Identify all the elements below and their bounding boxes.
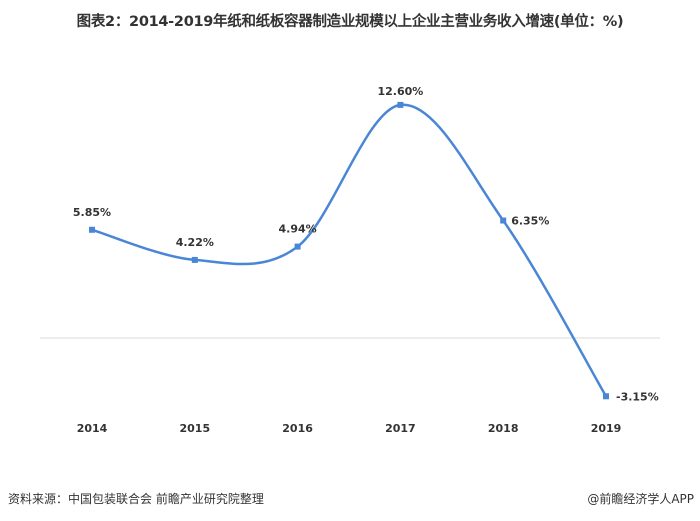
data-point xyxy=(397,101,404,108)
data-label: 12.60% xyxy=(377,85,423,98)
credit-note: @前瞻经济学人APP xyxy=(587,492,694,506)
data-label: 4.94% xyxy=(279,223,317,236)
x-tick-label: 2018 xyxy=(488,422,519,435)
data-label: 6.35% xyxy=(511,215,549,228)
x-tick-label: 2015 xyxy=(179,422,210,435)
data-point xyxy=(89,226,95,233)
data-point xyxy=(500,217,507,224)
data-label: 4.22% xyxy=(176,236,214,249)
data-point xyxy=(294,243,301,250)
source-note: 资料来源：中国包装联合会 前瞻产业研究院整理 xyxy=(8,492,264,506)
chart-title: 图表2：2014-2019年纸和纸板容器制造业规模以上企业主营业务收入增速(单位… xyxy=(76,14,624,30)
data-label: 5.85% xyxy=(73,206,111,219)
x-tick-label: 2016 xyxy=(282,422,313,435)
x-tick-label: 2017 xyxy=(385,422,416,435)
x-tick-label: 2014 xyxy=(77,422,108,435)
data-label: -3.15% xyxy=(616,390,659,403)
x-tick-label: 2019 xyxy=(591,422,622,435)
data-point xyxy=(191,256,198,263)
series-line xyxy=(91,103,608,397)
data-point xyxy=(603,393,609,400)
